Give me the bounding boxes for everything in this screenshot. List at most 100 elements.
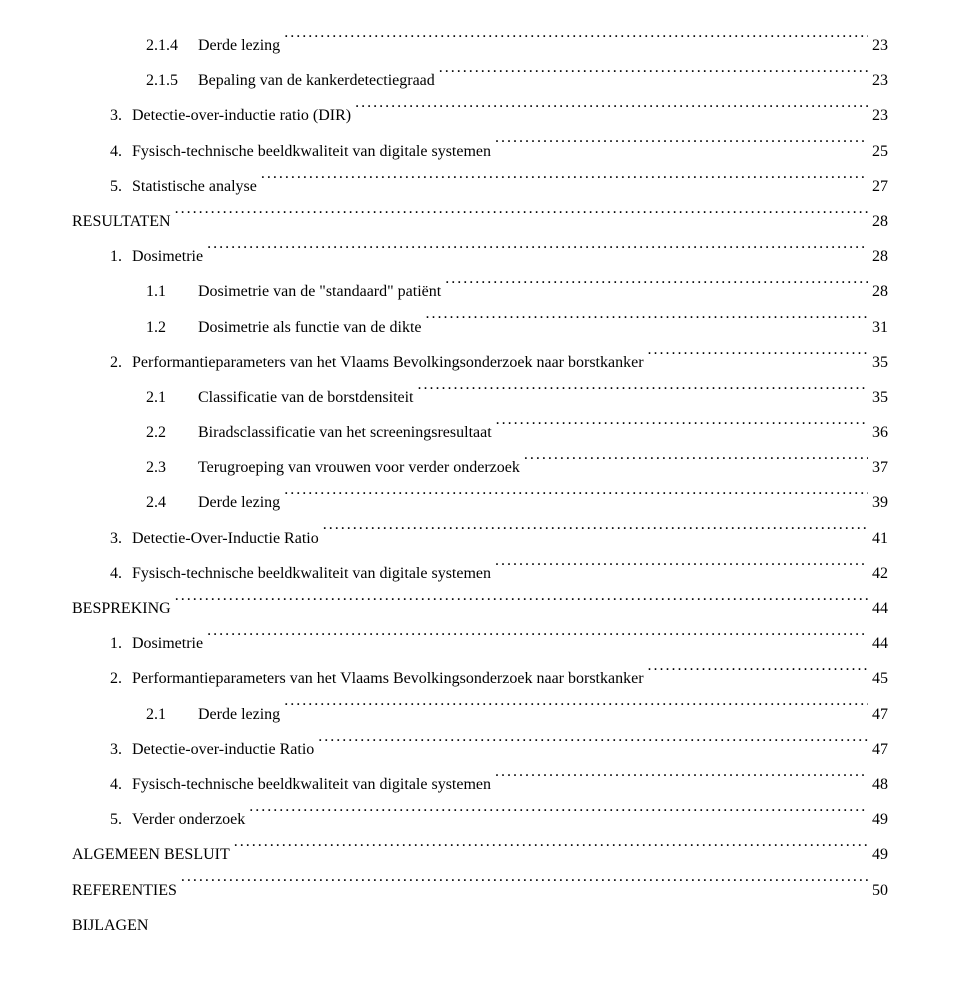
toc-leader-dots: [284, 491, 868, 507]
toc-leader-dots: [207, 245, 868, 261]
toc-entry: 1.1Dosimetrie van de "standaard" patiënt…: [72, 274, 888, 309]
toc-entry-number: 3.: [110, 98, 132, 133]
toc-entry-page: 27: [868, 169, 888, 204]
toc-entry-title: REFERENTIES: [72, 873, 181, 908]
toc-entry-title: Detectie-over-inductie ratio (DIR): [132, 98, 355, 133]
toc-entry-title: Fysisch-technische beeldkwaliteit van di…: [132, 134, 495, 169]
toc-entry-title: Dosimetrie als functie van de dikte: [198, 310, 425, 345]
toc-leader-dots: [648, 667, 868, 683]
toc-entry-title: Dosimetrie: [132, 239, 207, 274]
toc-leader-dots: [425, 316, 868, 332]
toc-entry-title: Biradsclassificatie van het screeningsre…: [198, 415, 496, 450]
toc-entry-title: Detectie-Over-Inductie Ratio: [132, 521, 323, 556]
toc-entry-page: 47: [868, 697, 888, 732]
toc-entry-title: Fysisch-technische beeldkwaliteit van di…: [132, 767, 495, 802]
toc-leader-dots: [648, 351, 868, 367]
toc-entry-page: 45: [868, 661, 888, 696]
toc-entry-page: 37: [868, 450, 888, 485]
toc-entry: 2.2Biradsclassificatie van het screening…: [72, 415, 888, 450]
toc-entry-title: ALGEMEEN BESLUIT: [72, 837, 234, 872]
toc-entry-title: Derde lezing: [198, 28, 284, 63]
toc-entry: 2.4Derde lezing 39: [72, 485, 888, 520]
toc-entry-page: 39: [868, 485, 888, 520]
toc-entry: 3.Detectie-over-inductie ratio (DIR) 23: [72, 98, 888, 133]
toc-entry-number: 1.: [110, 239, 132, 274]
toc-leader-dots: [284, 703, 868, 719]
toc-leader-dots: [439, 69, 868, 85]
toc-entry-page: 23: [868, 28, 888, 63]
toc-entry-number: 2.4: [146, 485, 198, 520]
toc-leader-dots: [175, 210, 868, 226]
toc-entry: BESPREKING 44: [72, 591, 888, 626]
toc-entry: 3.Detectie-over-inductie Ratio 47: [72, 732, 888, 767]
toc-leader-dots: [318, 738, 868, 754]
toc-entry-number: 1.: [110, 626, 132, 661]
toc-entry-page: 23: [868, 63, 888, 98]
toc-entry-title: Verder onderzoek: [132, 802, 249, 837]
toc-entry-page: 47: [868, 732, 888, 767]
toc-entry-page: 44: [868, 626, 888, 661]
toc-entry-page: 28: [868, 274, 888, 309]
toc-entry-number: 2.3: [146, 450, 198, 485]
toc-leader-dots: [175, 597, 868, 613]
toc-entry-page: 41: [868, 521, 888, 556]
toc-entry-title: Detectie-over-inductie Ratio: [132, 732, 318, 767]
toc-leader-dots: [445, 280, 868, 296]
toc-entry-number: 2.1: [146, 380, 198, 415]
toc-leader-dots: [495, 140, 868, 156]
toc-leader-dots: [284, 34, 868, 50]
toc-entry-title: Derde lezing: [198, 485, 284, 520]
toc-entry-title: Terugroeping van vrouwen voor verder ond…: [198, 450, 524, 485]
toc-entry-title: RESULTATEN: [72, 204, 175, 239]
toc-entry-number: 1.2: [146, 310, 198, 345]
toc-entry-number: 3.: [110, 732, 132, 767]
toc-entry: 2.Performantieparameters van het Vlaams …: [72, 345, 888, 380]
toc-entry: 5.Statistische analyse 27: [72, 169, 888, 204]
toc-entry-title: Classificatie van de borstdensiteit: [198, 380, 418, 415]
toc-entry: 2.3Terugroeping van vrouwen voor verder …: [72, 450, 888, 485]
toc-entry: 4.Fysisch-technische beeldkwaliteit van …: [72, 556, 888, 591]
toc-entry: RESULTATEN 28: [72, 204, 888, 239]
toc-entry-title: Bepaling van de kankerdetectiegraad: [198, 63, 439, 98]
toc-leader-dots: [249, 808, 868, 824]
toc-leader-dots: [495, 773, 868, 789]
toc-entry-title: Statistische analyse: [132, 169, 261, 204]
toc-entry-number: 5.: [110, 169, 132, 204]
toc-entry: 5.Verder onderzoek49: [72, 802, 888, 837]
toc-entry: 2.1Classificatie van de borstdensiteit 35: [72, 380, 888, 415]
toc-entry-number: 1.1: [146, 274, 198, 309]
toc-entry-number: 4.: [110, 556, 132, 591]
toc-leader-dots: [261, 175, 868, 191]
toc-entry-page: 44: [868, 591, 888, 626]
toc-entry: 4.Fysisch-technische beeldkwaliteit van …: [72, 767, 888, 802]
toc-entry-number: 2.1.4: [146, 28, 198, 63]
toc-leader-dots: [323, 527, 868, 543]
toc-entry-page: 35: [868, 380, 888, 415]
toc-entry: 1.2Dosimetrie als functie van de dikte31: [72, 310, 888, 345]
toc-entry-number: 2.1.5: [146, 63, 198, 98]
toc-leader-dots: [207, 632, 868, 648]
toc-entry: 2.Performantieparameters van het Vlaams …: [72, 661, 888, 696]
toc-entry-title: Performantieparameters van het Vlaams Be…: [132, 345, 648, 380]
toc-entry: 2.1Derde lezing47: [72, 697, 888, 732]
toc-entry-number: 4.: [110, 767, 132, 802]
toc-entry-title: Dosimetrie: [132, 626, 207, 661]
toc-entry-page: 49: [868, 837, 888, 872]
toc-entry-page: 48: [868, 767, 888, 802]
toc-entry-number: 2.1: [146, 697, 198, 732]
toc-entry: 2.1.5Bepaling van de kankerdetectiegraad…: [72, 63, 888, 98]
toc-entry-number: 4.: [110, 134, 132, 169]
toc-leader-dots: [495, 562, 868, 578]
toc-entry-page: 23: [868, 98, 888, 133]
toc-entry: 3.Detectie-Over-Inductie Ratio41: [72, 521, 888, 556]
toc-leader-dots: [355, 104, 868, 120]
toc-entry-page: 50: [868, 873, 888, 908]
toc-entry-page: 28: [868, 204, 888, 239]
toc-entry-title: BESPREKING: [72, 591, 175, 626]
toc-entry: 1.Dosimetrie 44: [72, 626, 888, 661]
toc-entry-page: 35: [868, 345, 888, 380]
toc-leader-dots: [418, 386, 869, 402]
toc-entry-number: 2.: [110, 661, 132, 696]
toc-entry: REFERENTIES 50: [72, 873, 888, 908]
toc-entry-number: 2.: [110, 345, 132, 380]
